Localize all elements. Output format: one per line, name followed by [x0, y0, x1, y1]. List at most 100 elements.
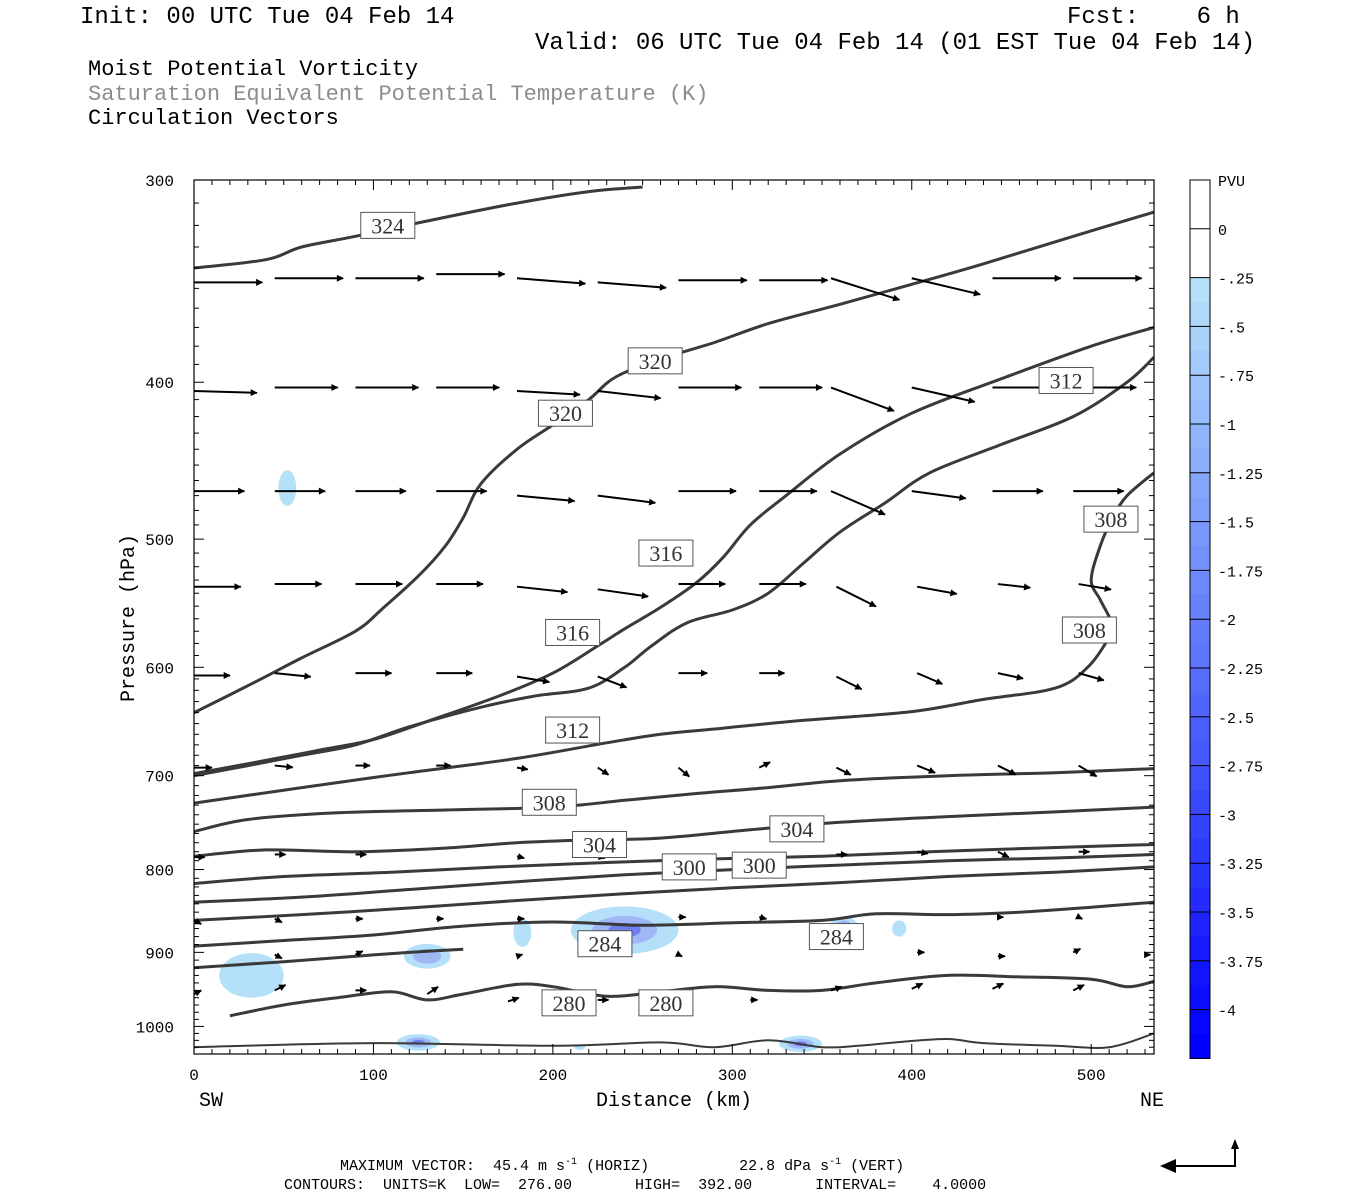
- circulation-vector-91: [355, 950, 364, 958]
- circulation-vector-40: [516, 585, 569, 595]
- colorbar-label-11: -2.75: [1218, 760, 1263, 777]
- pv-colorbar: 0 -.25 -.5 -.75 -1 -1.25 -1.5 -1.75 -2 -2.25 -2.5 -…: [1189, 179, 1263, 1059]
- field-label-pv: Moist Potential Vorticity: [88, 57, 419, 82]
- circulation-vector-8: [830, 277, 901, 302]
- contour-label-17: 280: [649, 991, 682, 1016]
- contour-label-box-3: [1038, 366, 1094, 394]
- contour-304-5: [194, 767, 1154, 834]
- x-tick-label-4: 400: [897, 1067, 926, 1085]
- max-vector-vert: (HORIZ) 22.8 dPa s: [577, 1158, 830, 1175]
- colorbar-label-5: -1.25: [1218, 467, 1263, 484]
- valid-time: Valid: 06 UTC Tue 04 Feb 14 (01 EST Tue …: [535, 30, 1256, 57]
- circulation-vector-70: [997, 764, 1017, 776]
- contour-label-13: 300: [743, 853, 776, 878]
- contour-label-7: 308: [1073, 618, 1106, 643]
- contour-label-box-5: [1083, 505, 1139, 533]
- colorbar-swatch-1: [1190, 204, 1210, 230]
- colorbar-swatch-10: [1190, 424, 1210, 449]
- colorbar-label-9: -2.25: [1218, 662, 1263, 679]
- colorbar-label-4: -1: [1218, 418, 1236, 435]
- colorbar-label-1: -.25: [1218, 272, 1254, 289]
- colorbar-swatch-30: [1190, 912, 1210, 937]
- circulation-vector-61: [274, 763, 294, 771]
- contour-308-4: [194, 471, 1154, 805]
- circulation-vector-107: [911, 982, 924, 990]
- vert-exponent: -1: [829, 1157, 842, 1168]
- contour-label-12: 300: [673, 855, 706, 880]
- contour-label-box-17: [638, 989, 694, 1017]
- circulation-vector-106: [830, 985, 843, 993]
- contour-label-box-11: [572, 831, 628, 859]
- x-tick-label-5: 500: [1077, 1067, 1106, 1085]
- colorbar-swatch-8: [1190, 375, 1210, 401]
- contour-288-9: [194, 865, 1154, 922]
- colorbar-swatch-28: [1190, 863, 1210, 889]
- circulation-vector-82: [274, 916, 283, 924]
- colorbar-swatch-13: [1190, 497, 1210, 523]
- circulation-vector-12: [194, 389, 258, 397]
- circulation-vector-98: [194, 989, 202, 997]
- circulation-vector-99: [274, 984, 287, 992]
- contour-label-14: 284: [820, 925, 853, 950]
- contour-label-16: 280: [553, 991, 586, 1016]
- circulation-vector-44: [835, 585, 877, 608]
- circulation-vector-45: [916, 585, 958, 597]
- colorbar-swatch-18: [1190, 619, 1210, 645]
- colorbar-swatch-34: [1190, 1009, 1210, 1035]
- colorbar-swatch-25: [1190, 790, 1210, 815]
- ne-end-label: NE: [1140, 1090, 1164, 1113]
- y-tick-label-3: 600: [145, 660, 174, 678]
- contour-label-3: 312: [1050, 368, 1083, 393]
- circulation-vector-64: [516, 764, 529, 772]
- circulation-vector-87: [758, 913, 768, 921]
- circulation-vector-65: [597, 766, 610, 776]
- circulation-vector-28: [516, 494, 576, 504]
- x-tick-label-1: 100: [359, 1067, 388, 1085]
- colorbar-label-15: -3.75: [1218, 955, 1263, 972]
- colorbar-swatch-12: [1190, 472, 1210, 498]
- contour-label-box-4: [638, 539, 694, 567]
- horiz-exponent: -1: [565, 1157, 578, 1168]
- circulation-vector-69: [916, 764, 936, 774]
- colorbar-swatch-35: [1190, 1034, 1210, 1059]
- colorbar-swatch-31: [1190, 936, 1210, 962]
- colorbar-label-14: -3.5: [1218, 906, 1254, 923]
- colorbar-swatch-22: [1190, 716, 1210, 742]
- circulation-vector-53: [597, 675, 628, 689]
- colorbar-label-0: 0: [1218, 223, 1227, 240]
- colorbar-swatch-33: [1190, 985, 1210, 1011]
- circulation-vector-21: [911, 386, 976, 404]
- colorbar-swatch-14: [1190, 521, 1210, 547]
- contour-label-box-14: [808, 923, 864, 951]
- colorbar-units: PVU: [1218, 174, 1245, 191]
- circulation-vector-109: [1072, 984, 1085, 992]
- plot-frame: [193, 179, 1155, 1055]
- colorbar-swatch-17: [1190, 594, 1210, 620]
- x-tick-label-2: 200: [538, 1067, 567, 1085]
- colorbar-swatch-2: [1190, 228, 1210, 254]
- contour-324-0: [194, 185, 643, 270]
- contour-label-1: 320: [639, 349, 672, 374]
- pv-blob-1: [278, 470, 297, 507]
- contour-276-13: [194, 1032, 1154, 1049]
- colorbar-swatch-24: [1190, 765, 1210, 791]
- circulation-vector-68: [835, 766, 852, 776]
- contour-284-10: [194, 900, 1154, 948]
- y-tick-label-7: 1000: [136, 1019, 174, 1037]
- pv-blob-0: [219, 953, 284, 998]
- contour-label-0: 324: [371, 213, 404, 238]
- x-axis-label: Distance (km): [596, 1090, 752, 1113]
- colorbar-label-16: -4: [1218, 1004, 1236, 1021]
- colorbar-label-3: -.75: [1218, 369, 1254, 386]
- contour-info-note: CONTOURS: UNITS=K LOW= 276.00 HIGH= 392.…: [284, 1177, 987, 1194]
- circulation-vector-9: [911, 277, 981, 297]
- circulation-vector-96: [1072, 947, 1082, 955]
- contour-label-2: 320: [549, 401, 582, 426]
- circulation-vector-101: [426, 986, 439, 995]
- circulation-vector-58: [997, 672, 1024, 681]
- vector-layer: [194, 270, 1152, 1004]
- circulation-vector-47: [1078, 583, 1112, 592]
- colorbar-swatch-26: [1190, 814, 1210, 840]
- colorbar-swatch-19: [1190, 643, 1210, 669]
